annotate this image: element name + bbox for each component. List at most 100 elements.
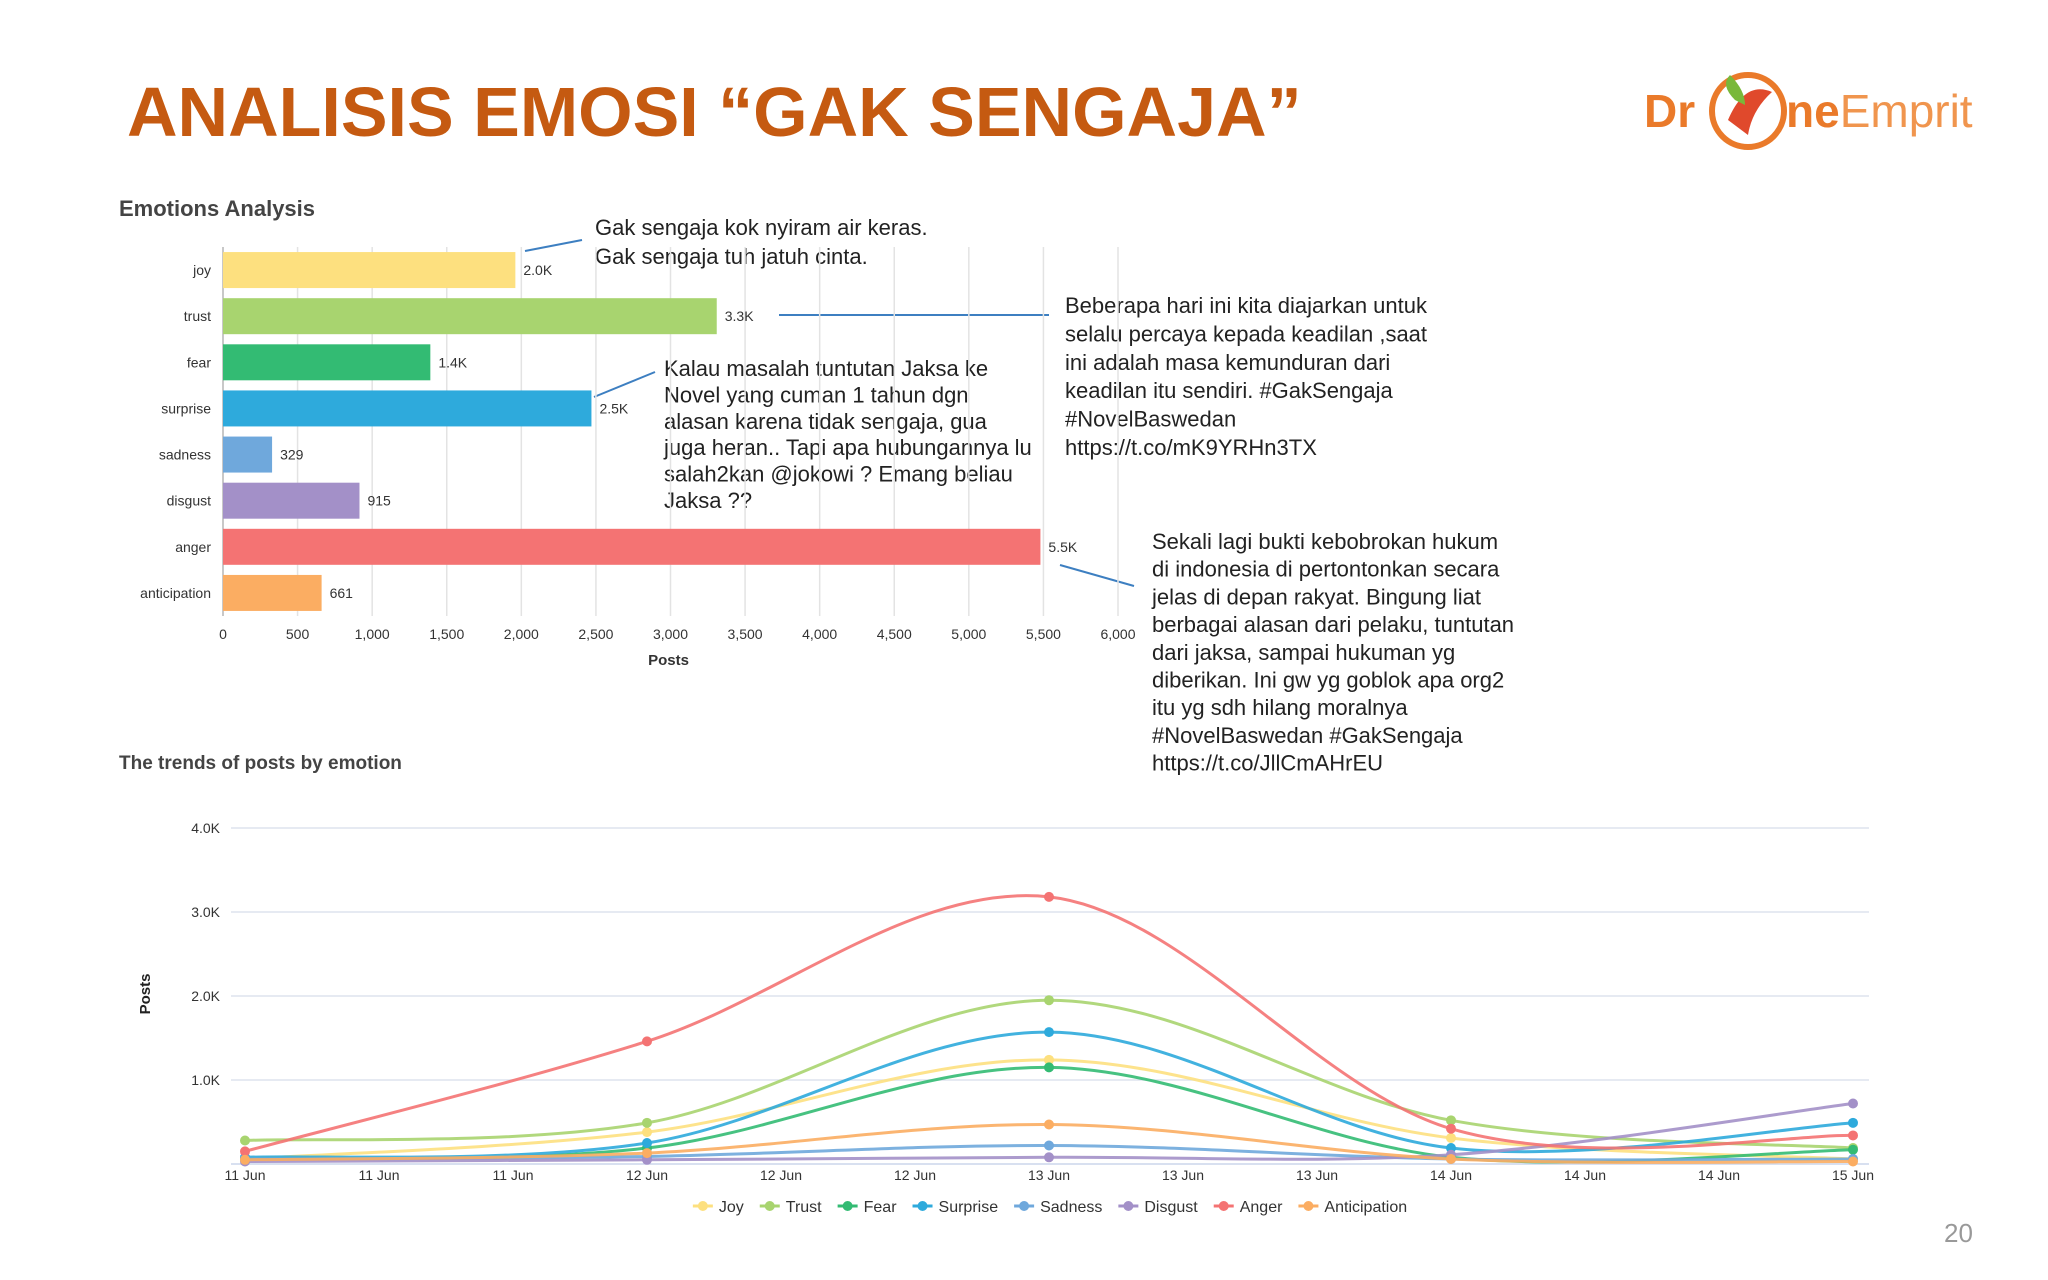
value-label: 661 — [330, 585, 354, 601]
x-tick-label: 500 — [286, 626, 310, 642]
x-tick-label: 11 Jun — [493, 1167, 534, 1183]
x-tick-label: 14 Jun — [1564, 1167, 1606, 1183]
point — [240, 1154, 250, 1165]
y-tick-label: anticipation — [140, 585, 211, 601]
legend-marker — [917, 1201, 928, 1211]
annotation-line: jelas di depan rakyat. Bingung liat — [1151, 584, 1481, 609]
annotation-line: selalu percaya kepada keadilan ,saat — [1065, 321, 1427, 346]
point — [1044, 1152, 1054, 1163]
legend-label: Anticipation — [1324, 1199, 1407, 1216]
point — [642, 1138, 652, 1148]
x-tick-label: 5,500 — [1026, 626, 1061, 642]
annotation-line: Kalau masalah tuntutan Jaksa ke — [664, 356, 988, 381]
legend-marker — [697, 1201, 708, 1211]
value-label: 1.4K — [438, 354, 467, 370]
leader-lines — [524, 239, 1135, 587]
value-label: 915 — [367, 493, 391, 509]
legend: Joy Trust Fear Surprise Sadness Disgust Anger A… — [692, 1199, 1407, 1216]
legend-marker — [1123, 1201, 1134, 1211]
x-tick-label: 5,000 — [951, 626, 986, 642]
point — [1044, 1140, 1054, 1151]
bar — [223, 528, 1041, 565]
point — [1044, 1054, 1054, 1065]
logo-icon — [1709, 72, 1787, 150]
x-tick-label: 2,000 — [504, 626, 539, 642]
point — [1044, 1119, 1054, 1130]
point — [1848, 1130, 1858, 1141]
point — [642, 1036, 652, 1047]
x-tick-label: 0 — [219, 626, 227, 642]
x-tick-label: 4,500 — [877, 626, 912, 642]
point — [1848, 1098, 1858, 1109]
logo-text-light: Emprit — [1840, 85, 1973, 137]
annotation-line: #NovelBaswedan #GakSengaja — [1152, 723, 1463, 748]
point — [1446, 1153, 1456, 1164]
x-tick-label: 4,000 — [802, 626, 837, 642]
annotation-line: Gak sengaja tuh jatuh cinta. — [595, 244, 868, 269]
y-tick-label: 3.0K — [191, 904, 220, 920]
legend-label: Anger — [1240, 1199, 1283, 1216]
y-tick-label: 4.0K — [191, 820, 220, 836]
logo: Dr neEmprit — [1644, 72, 1973, 150]
x-tick-label: 14 Jun — [1430, 1167, 1472, 1183]
legend-label: Surprise — [939, 1199, 999, 1216]
legend-marker — [764, 1201, 775, 1211]
value-label: 2.0K — [523, 262, 552, 278]
point — [1848, 1144, 1858, 1155]
value-label: 2.5K — [599, 400, 628, 416]
point — [642, 1117, 652, 1128]
legend-label: Fear — [864, 1199, 898, 1216]
point — [1848, 1156, 1858, 1167]
y-tick-label: 1.0K — [191, 1072, 220, 1088]
point — [642, 1127, 652, 1138]
y-tick-label: fear — [187, 354, 211, 370]
annotation-line: di indonesia di pertontonkan secara — [1152, 557, 1500, 582]
y-tick-label: 2.0K — [191, 988, 220, 1004]
annotation-line: alasan karena tidak sengaja, gua — [664, 409, 988, 434]
annotation-line: berbagai alasan dari pelaku, tuntutan — [1152, 612, 1514, 637]
point — [1044, 1027, 1054, 1038]
y-tick-label: surprise — [161, 400, 211, 416]
leader-line — [593, 371, 656, 398]
legend-marker — [1218, 1201, 1229, 1211]
point — [1446, 1132, 1456, 1143]
point — [240, 1146, 250, 1157]
annotation-line: salah2kan @jokowi ? Emang beliau — [664, 462, 1013, 487]
annotation-line: keadilan itu sendiri. #GakSengaja — [1065, 378, 1394, 403]
x-tick-label: 13 Jun — [1162, 1167, 1204, 1183]
y-tick-label: sadness — [159, 447, 211, 463]
bar — [223, 298, 717, 335]
x-tick-label: 11 Jun — [359, 1167, 400, 1183]
logo-text-bold: ne — [1786, 85, 1840, 137]
x-tick-label: 12 Jun — [626, 1167, 668, 1183]
annotation-line: ini adalah masa kemunduran dari — [1065, 350, 1390, 375]
x-tick-label: 14 Jun — [1698, 1167, 1740, 1183]
bar — [223, 252, 516, 289]
annotation-line: Sekali lagi bukti kebobrokan hukum — [1152, 529, 1498, 554]
value-label: 329 — [280, 447, 304, 463]
legend-label: Joy — [719, 1199, 744, 1216]
x-tick-label: 2,500 — [578, 626, 613, 642]
logo-text: Dr — [1644, 85, 1695, 137]
y-tick-label: anger — [175, 539, 211, 555]
x-tick-label: 13 Jun — [1028, 1167, 1070, 1183]
bar — [223, 482, 360, 519]
y-axis-label: Posts — [137, 974, 154, 1015]
x-tick-label: 3,500 — [728, 626, 763, 642]
annotation-line: juga heran.. Tapi apa hubungannya lu — [663, 435, 1032, 460]
y-tick-label: disgust — [167, 493, 211, 509]
annotation-line: Jaksa ?? — [664, 488, 752, 513]
x-tick-label: 11 Jun — [225, 1167, 266, 1183]
point — [1044, 891, 1054, 902]
logo-bird — [1728, 89, 1772, 135]
legend-label: Sadness — [1040, 1199, 1102, 1216]
legend-marker — [842, 1201, 853, 1211]
legend-marker — [1303, 1201, 1314, 1211]
legend-label: Disgust — [1144, 1199, 1198, 1216]
slide-title: ANALISIS EMOSI “GAK SENGAJA” — [127, 73, 1302, 151]
annotation-line: https://t.co/JllCmAHrEU — [1152, 751, 1383, 776]
legend-label: Trust — [786, 1199, 822, 1216]
bar — [223, 344, 431, 381]
point — [1044, 1062, 1054, 1073]
